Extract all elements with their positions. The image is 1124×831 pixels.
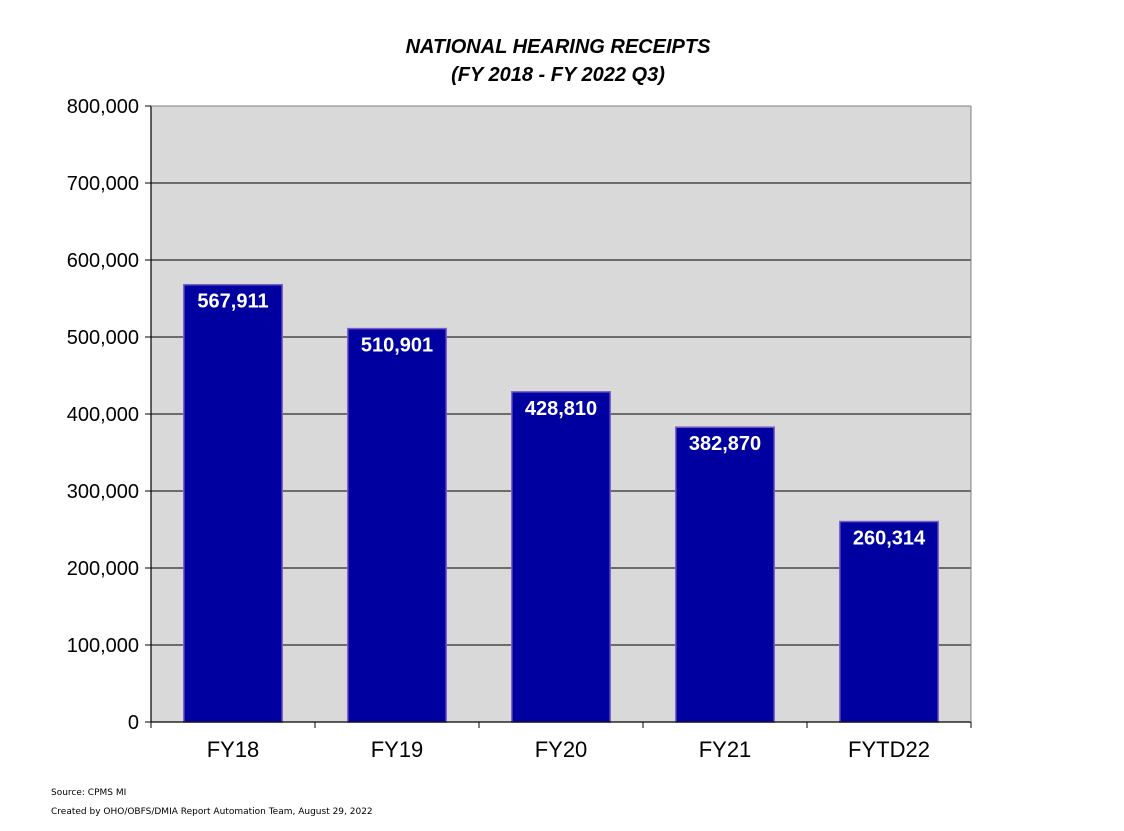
bars: 567,911 510,901 428,810 382,870 260,314 <box>183 283 939 723</box>
data-label: 428,810 <box>525 398 597 420</box>
x-tick-label: FY21 <box>699 737 752 762</box>
axes: 0 100,000 200,000 300,000 400,000 500,000 600,… <box>67 96 972 762</box>
y-tick-label: 800,000 <box>67 96 139 118</box>
source-note: Source: CPMS MI <box>51 788 126 798</box>
created-by-note: Created by OHO/OBFS/DMIA Report Automati… <box>51 807 373 817</box>
y-tick-label: 400,000 <box>67 404 139 426</box>
y-tick-label: 100,000 <box>67 635 139 657</box>
x-tick-label: FY20 <box>535 737 588 762</box>
chart-title: NATIONAL HEARING RECEIPTS <box>406 36 711 58</box>
data-label: 510,901 <box>361 335 433 357</box>
bar-fy20 <box>511 391 611 723</box>
data-label: 382,870 <box>689 433 761 455</box>
x-tick-label: FY18 <box>207 737 260 762</box>
chart-subtitle: (FY 2018 - FY 2022 Q3) <box>451 64 665 86</box>
data-label: 260,314 <box>853 528 926 550</box>
bar-fy18 <box>183 283 283 723</box>
y-tick-label: 300,000 <box>67 481 139 503</box>
y-tick-label: 500,000 <box>67 327 139 349</box>
x-tick-label: FY19 <box>371 737 424 762</box>
y-tick-label: 600,000 <box>67 250 139 272</box>
y-tick-label: 700,000 <box>67 173 139 195</box>
x-tick-label: FYTD22 <box>848 737 930 762</box>
data-label: 567,911 <box>197 291 268 313</box>
y-tick-label: 0 <box>128 712 139 734</box>
bar-fy21 <box>675 426 775 723</box>
bar-fytd22 <box>839 520 939 723</box>
y-tick-label: 200,000 <box>67 558 139 580</box>
bar-fy19 <box>347 327 447 723</box>
